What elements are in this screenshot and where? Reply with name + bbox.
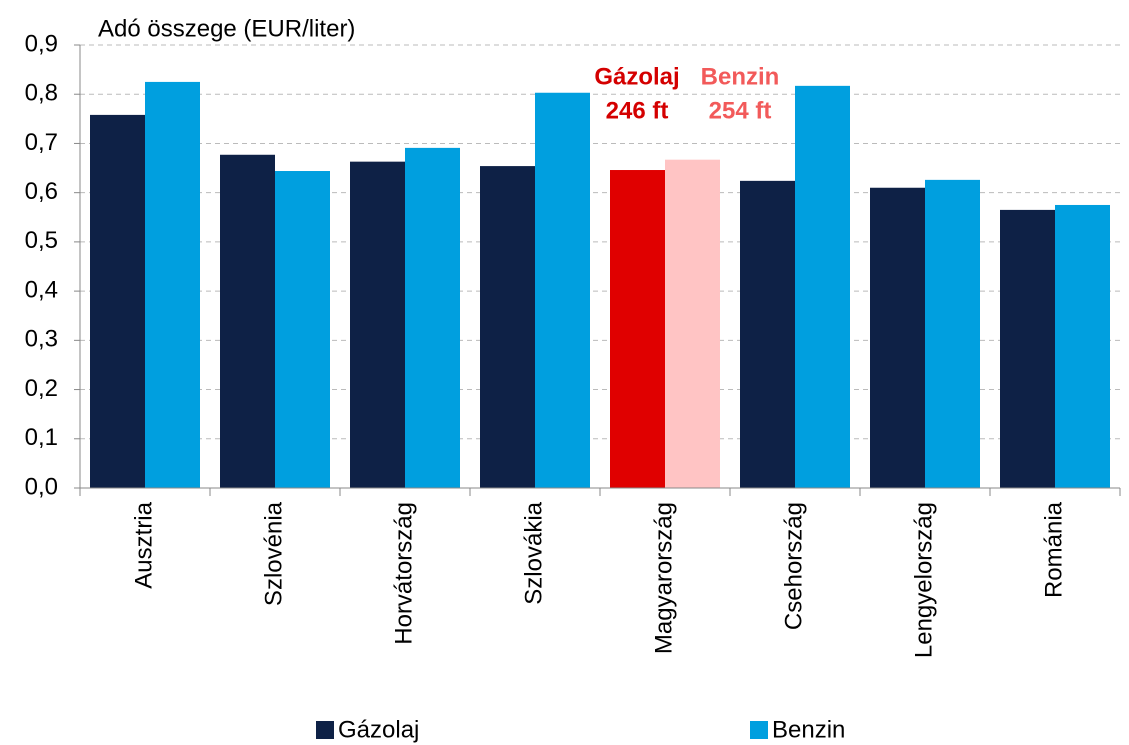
bar xyxy=(925,179,980,488)
bar xyxy=(275,171,330,488)
y-tick-label: 0,0 xyxy=(25,473,58,500)
x-tick-label: Csehország xyxy=(780,502,807,630)
bar xyxy=(90,114,145,488)
bar xyxy=(405,147,460,488)
bar xyxy=(220,154,275,488)
bar xyxy=(350,161,405,488)
bar xyxy=(145,81,200,489)
x-tick-label: Románia xyxy=(1040,501,1067,598)
bar xyxy=(1055,204,1110,488)
y-tick-label: 0,1 xyxy=(25,424,58,451)
y-axis-title: Adó összege (EUR/liter) xyxy=(98,15,355,42)
x-tick-label: Szlovénia xyxy=(260,501,287,606)
y-tick-label: 0,3 xyxy=(25,326,58,353)
x-tick-label: Magyarország xyxy=(650,502,677,654)
legend-label: Benzin xyxy=(772,716,845,743)
bar xyxy=(610,170,665,488)
bar xyxy=(1000,209,1055,488)
bar xyxy=(795,85,850,489)
annotation: Gázolaj xyxy=(594,63,679,90)
annotation: 254 ft xyxy=(709,97,772,124)
y-tick-label: 0,6 xyxy=(25,178,58,205)
bar xyxy=(480,166,535,488)
bar xyxy=(535,92,590,489)
x-tick-label: Ausztria xyxy=(130,501,157,588)
annotation: Benzin xyxy=(701,63,780,90)
x-tick-label: Szlovákia xyxy=(520,501,547,604)
bar xyxy=(870,187,925,488)
y-tick-label: 0,9 xyxy=(25,30,58,57)
legend-swatch xyxy=(316,721,334,739)
annotation: 246 ft xyxy=(606,97,669,124)
y-tick-label: 0,2 xyxy=(25,375,58,402)
y-tick-label: 0,7 xyxy=(25,129,58,156)
y-tick-label: 0,5 xyxy=(25,227,58,254)
legend-label: Gázolaj xyxy=(338,716,419,743)
y-tick-label: 0,8 xyxy=(25,80,58,107)
bar xyxy=(740,180,795,488)
y-tick-label: 0,4 xyxy=(25,276,58,303)
bar xyxy=(665,159,720,488)
x-tick-label: Lengyelország xyxy=(910,502,937,658)
x-tick-label: Horvátország xyxy=(390,502,417,645)
legend-swatch xyxy=(750,721,768,739)
